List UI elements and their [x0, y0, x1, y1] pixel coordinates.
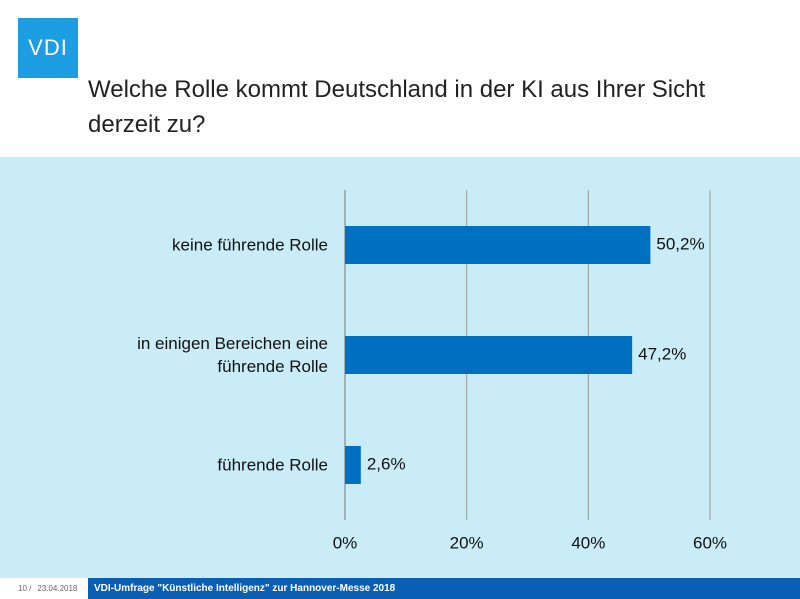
slide-title: Welche Rolle kommt Deutschland in der KI…: [88, 76, 706, 138]
value-label: 47,2%: [638, 344, 686, 363]
footer-text: VDI-Umfrage "Künstliche Intelligenz" zur…: [94, 583, 396, 594]
category-label: keine führende Rolle: [172, 235, 328, 255]
logo: VDI: [18, 18, 78, 78]
x-tick-label: 40%: [571, 533, 605, 552]
bar: [345, 226, 651, 264]
value-label: 2,6%: [367, 454, 406, 473]
date: 23.04.2018: [37, 584, 78, 593]
x-tick-label: 0%: [333, 533, 358, 552]
category-label: führende Rolle: [217, 455, 328, 475]
bar: [345, 446, 361, 484]
bar: [345, 336, 633, 374]
value-label: 50,2%: [656, 234, 704, 253]
x-tick-label: 20%: [450, 533, 484, 552]
page-number: 10 /: [18, 584, 32, 593]
category-label: in einigen Bereichen eine führende Rolle: [137, 334, 328, 376]
footer-bar: VDI-Umfrage "Künstliche Intelligenz" zur…: [88, 578, 800, 599]
footer-info: 10 / 23.04.2018: [0, 578, 88, 599]
x-tick-label: 60%: [693, 533, 727, 552]
